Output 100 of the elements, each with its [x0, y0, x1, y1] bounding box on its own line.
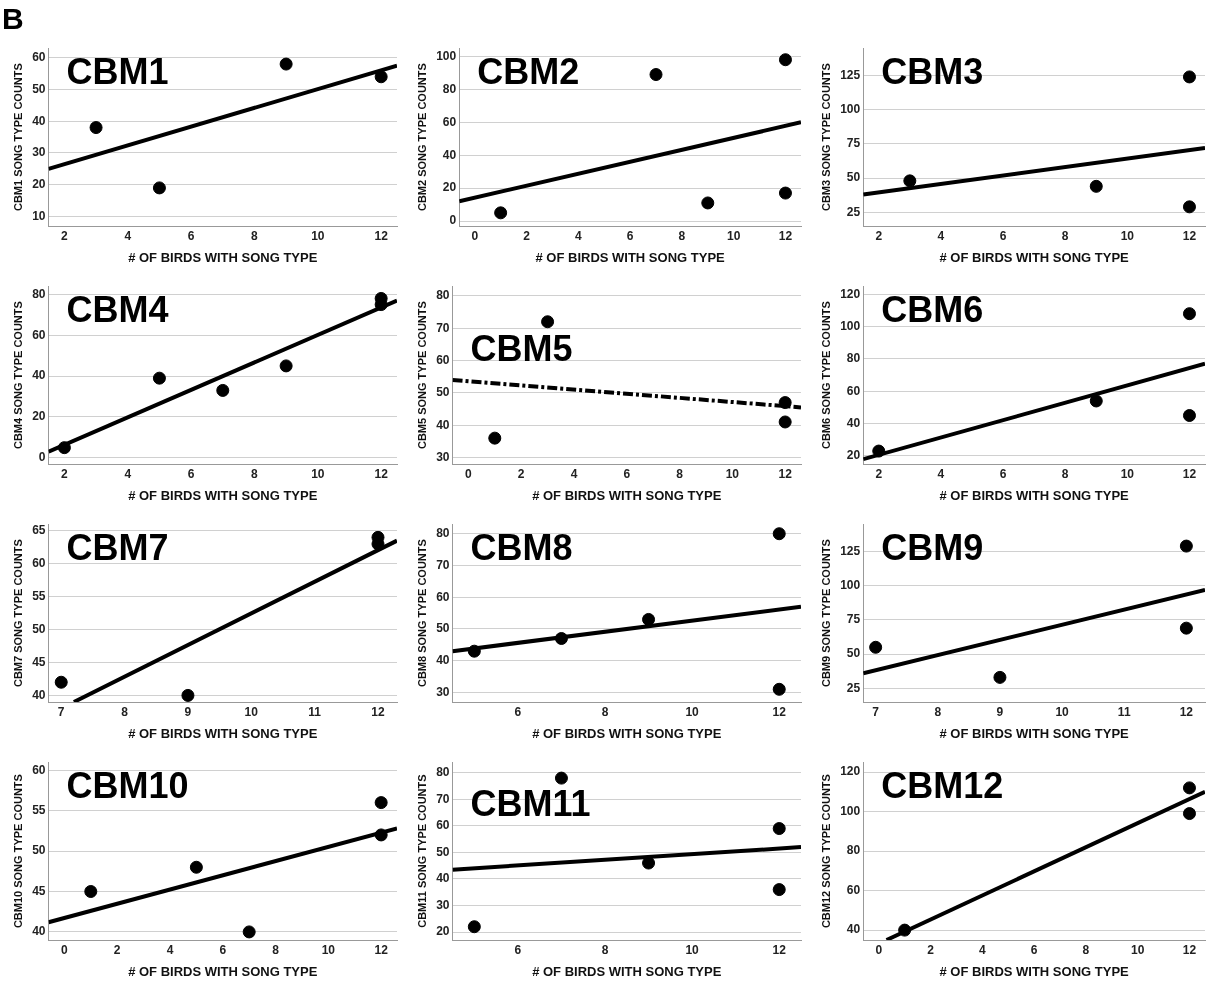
- x-tick-label: 2: [61, 466, 69, 481]
- y-tick-label: 65: [32, 523, 46, 538]
- x-tick-label: 6: [999, 466, 1007, 481]
- point: [903, 174, 917, 188]
- y-tick-label: 70: [436, 320, 450, 335]
- x-tick-label: 8: [1082, 942, 1090, 957]
- y-tick-label: 45: [32, 883, 46, 898]
- x-tick-label: 0: [471, 228, 479, 243]
- point: [869, 640, 883, 654]
- point: [1182, 307, 1196, 321]
- y-tick-label: 60: [442, 114, 457, 129]
- x-axis-title: # OF BIRDS WITH SONG TYPE: [535, 249, 726, 265]
- x-tick-label: 6: [219, 942, 227, 957]
- x-tick-label: 6: [514, 704, 522, 719]
- y-axis-title: CBM6 SONG TYPE COUNTS: [819, 301, 832, 450]
- x-axis-title: # OF BIRDS WITH SONG TYPE: [939, 487, 1130, 503]
- x-tick-label: 4: [570, 466, 578, 481]
- x-tick-label: 10: [727, 228, 741, 243]
- x-axis-title: # OF BIRDS WITH SONG TYPE: [128, 487, 318, 503]
- point: [993, 670, 1007, 684]
- x-axis-title: # OF BIRDS WITH SONG TYPE: [532, 963, 722, 979]
- point: [772, 883, 786, 897]
- x-tick-label: 10: [685, 942, 700, 957]
- point: [772, 822, 786, 836]
- x-tick-label: 6: [187, 466, 195, 481]
- y-tick-label: 60: [846, 383, 861, 398]
- x-tick-label: 12: [1182, 942, 1197, 957]
- y-axis-title: CBM8 SONG TYPE COUNTS: [415, 539, 428, 688]
- point: [54, 675, 68, 689]
- x-tick-label: 12: [778, 466, 793, 481]
- x-tick-label: 2: [61, 228, 69, 243]
- x-tick-label: 7: [872, 704, 880, 719]
- y-tick-label: 100: [840, 803, 861, 818]
- y-tick-label: 60: [32, 50, 46, 65]
- x-tick-label: 8: [601, 942, 609, 957]
- y-tick-label: 30: [436, 897, 450, 912]
- x-tick-label: 6: [626, 228, 634, 243]
- x-tick-label: 12: [1179, 704, 1194, 719]
- point: [152, 371, 166, 385]
- x-axis-title: # OF BIRDS WITH SONG TYPE: [939, 249, 1130, 265]
- x-tick-label: 2: [875, 466, 883, 481]
- y-tick-label: 50: [436, 844, 450, 859]
- y-tick-label: 80: [436, 288, 450, 303]
- annotation: CBM11: [470, 783, 591, 825]
- x-axis-title: # OF BIRDS WITH SONG TYPE: [128, 725, 318, 741]
- annotation: CBM2: [477, 51, 580, 93]
- y-tick-label: 60: [32, 327, 46, 342]
- annotation: CBM4: [66, 289, 169, 331]
- x-tick-label: 10: [685, 704, 700, 719]
- x-tick-label: 6: [999, 228, 1007, 243]
- point: [778, 396, 792, 410]
- x-tick-label: 12: [778, 228, 793, 243]
- point: [1182, 807, 1196, 821]
- y-tick-label: 50: [32, 81, 46, 96]
- x-tick-label: 12: [772, 704, 787, 719]
- y-tick-label: 125: [840, 543, 861, 558]
- x-tick-label: 10: [1120, 466, 1135, 481]
- y-tick-label: 0: [38, 450, 46, 465]
- y-tick-label: 25: [846, 680, 861, 695]
- y-tick-label: 60: [32, 762, 46, 777]
- y-tick-label: 100: [840, 318, 861, 333]
- point: [467, 644, 481, 658]
- y-axis-title: CBM1 SONG TYPE COUNTS: [11, 63, 24, 212]
- y-tick-label: 60: [436, 589, 450, 604]
- y-axis-title: CBM4 SONG TYPE COUNTS: [11, 301, 24, 450]
- y-tick-label: 50: [436, 621, 450, 636]
- x-tick-label: 12: [1182, 228, 1197, 243]
- x-tick-label: 8: [934, 704, 942, 719]
- y-axis-title: CBM7 SONG TYPE COUNTS: [11, 539, 24, 688]
- y-tick-label: 100: [840, 578, 861, 593]
- y-tick-label: 20: [32, 177, 46, 192]
- y-tick-label: 60: [436, 818, 450, 833]
- x-tick-label: 8: [1061, 228, 1069, 243]
- x-tick-label: 12: [374, 228, 389, 243]
- x-tick-label: 6: [1030, 942, 1038, 957]
- point: [189, 860, 203, 874]
- y-tick-label: 40: [32, 924, 46, 939]
- point: [181, 688, 195, 702]
- point: [642, 856, 656, 870]
- y-tick-label: 40: [32, 687, 46, 702]
- x-tick-label: 8: [1061, 466, 1069, 481]
- y-tick-label: 80: [846, 843, 861, 858]
- y-tick-label: 40: [436, 653, 450, 668]
- x-tick-label: 0: [875, 942, 883, 957]
- x-tick-label: 11: [308, 704, 322, 719]
- point: [467, 920, 481, 934]
- point: [494, 206, 508, 220]
- y-tick-label: 40: [436, 417, 450, 432]
- x-tick-label: 2: [113, 942, 121, 957]
- x-tick-label: 10: [725, 466, 740, 481]
- point: [279, 359, 293, 373]
- x-tick-label: 2: [523, 228, 531, 243]
- x-axis-title: # OF BIRDS WITH SONG TYPE: [532, 487, 722, 503]
- x-tick-label: 7: [57, 704, 65, 719]
- y-tick-label: 120: [840, 286, 861, 301]
- point: [778, 53, 792, 67]
- y-tick-label: 20: [442, 180, 457, 195]
- y-axis-title: CBM3 SONG TYPE COUNTS: [819, 63, 832, 212]
- point: [1182, 200, 1196, 214]
- y-axis-title: CBM11 SONG TYPE COUNTS: [415, 774, 428, 928]
